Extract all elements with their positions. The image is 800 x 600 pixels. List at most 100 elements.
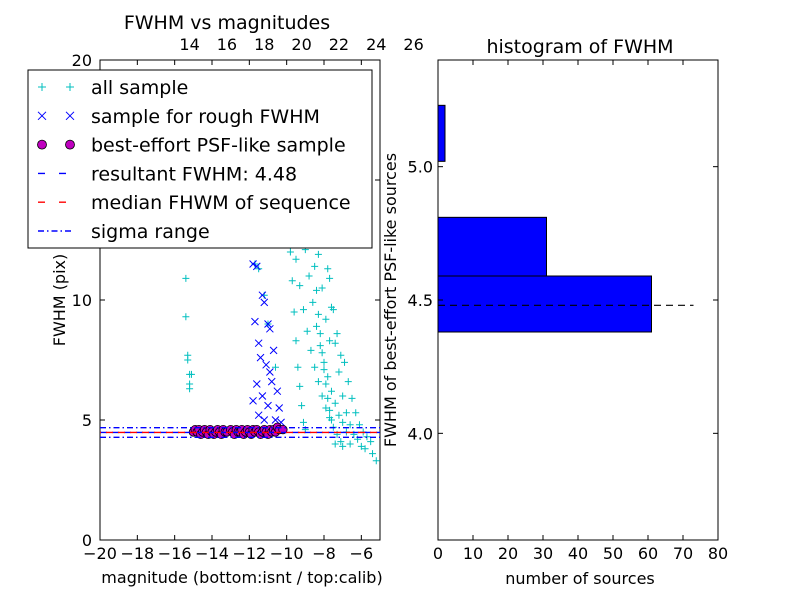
legend-label: sigma range xyxy=(91,221,210,243)
left-top-x-ticks: 14 16 18 20 22 24 26 xyxy=(179,35,423,54)
right-chart-title: histogram of FWHM xyxy=(486,36,673,58)
all-sample-point xyxy=(324,394,332,402)
right-y-tick-label: 4.0 xyxy=(408,424,433,443)
legend-label: best-effort PSF-like sample xyxy=(91,135,346,157)
rough-fwhm-sample-point xyxy=(262,360,270,369)
rough-fwhm-sample-point xyxy=(273,387,282,396)
legend-items: all sample sample for rough FWHM best-effo… xyxy=(37,77,351,243)
histogram-bar xyxy=(437,275,652,333)
all-sample-point xyxy=(296,382,304,390)
left-top-x-tick-label: 18 xyxy=(254,35,274,54)
right-y-axis-label: FWHM of best-effort PSF-like sources xyxy=(381,153,400,447)
rough-fwhm-sample-point xyxy=(264,401,272,410)
all-sample-point xyxy=(320,358,328,366)
rough-fwhm-sample-point xyxy=(258,291,267,300)
right-x-tick-label: 10 xyxy=(463,544,483,563)
all-sample-point xyxy=(286,248,294,256)
legend-circle-marker xyxy=(37,139,47,150)
left-x-tick-label: −12 xyxy=(232,544,266,563)
legend-label: median FHWM of sequence xyxy=(91,192,351,214)
all-sample-point xyxy=(361,445,369,453)
all-sample-point xyxy=(344,378,352,386)
all-sample-point xyxy=(346,421,354,429)
rough-fwhm-sample-point xyxy=(271,416,280,424)
legend-box xyxy=(27,69,373,249)
all-sample-point xyxy=(309,298,317,306)
all-sample-point xyxy=(294,363,302,371)
legend-x-marker xyxy=(65,111,75,121)
all-sample-point xyxy=(292,255,300,263)
all-sample-point xyxy=(320,366,328,374)
all-sample-point xyxy=(290,308,298,316)
all-sample-point xyxy=(311,262,319,270)
histogram-bar xyxy=(437,104,446,162)
all-sample-point xyxy=(342,409,350,417)
legend-x-marker xyxy=(37,111,47,121)
rough-fwhm-sample-point xyxy=(264,320,272,328)
all-sample-point xyxy=(369,450,377,458)
all-sample-point xyxy=(318,349,326,357)
left-reference-lines xyxy=(100,426,380,438)
all-sample-point xyxy=(271,363,279,371)
all-sample-point xyxy=(184,356,192,364)
all-sample-point xyxy=(296,282,304,290)
right-x-tick-label: 30 xyxy=(533,544,553,563)
left-x-tick-label: −16 xyxy=(158,544,192,563)
right-x-tick-label: 40 xyxy=(568,544,588,563)
fwhm-histogram-plot: 0 10 20 30 40 50 60 70 80 4.0 4.5 5.0 histogram of… xyxy=(381,36,728,588)
rough-fwhm-sample-point xyxy=(267,377,276,386)
legend-plus-marker xyxy=(38,83,46,91)
left-y-axis-label: FWHM (pix) xyxy=(50,254,69,347)
all-sample-point xyxy=(331,339,339,347)
right-x-tick-label: 70 xyxy=(673,544,693,563)
histogram-bars xyxy=(437,104,652,333)
histogram-bar xyxy=(437,216,547,277)
rough-fwhm-sample-point xyxy=(254,411,263,420)
rough-fwhm-sample-point xyxy=(254,339,263,348)
left-bottom-x-ticks: −20 −18 −16 −14 −12 −10 −8 −6 xyxy=(83,60,373,563)
all-sample-point xyxy=(337,438,345,446)
right-x-tick-label: 60 xyxy=(638,544,658,563)
left-x-axis-label: magnitude (bottom:isnt / top:calib) xyxy=(101,568,382,587)
right-x-tick-label: 0 xyxy=(433,544,443,563)
all-sample-point xyxy=(367,438,375,446)
all-sample-point xyxy=(292,337,300,345)
right-x-axis-label: number of sources xyxy=(505,569,655,588)
right-x-tick-label: 20 xyxy=(498,544,518,563)
left-y-tick-label: 0 xyxy=(82,531,92,550)
all-sample-point xyxy=(326,406,334,414)
all-sample-point xyxy=(298,402,306,410)
right-x-ticks: 0 10 20 30 40 50 60 70 80 xyxy=(433,60,728,563)
all-sample-point xyxy=(322,315,330,323)
all-sample-point xyxy=(313,286,321,294)
legend-label: sample for rough FWHM xyxy=(91,106,320,128)
rough-fwhm-sample-point xyxy=(269,346,278,355)
all-sample-point xyxy=(313,322,321,330)
all-sample-point xyxy=(187,370,195,378)
legend: all sample sample for rough FWHM best-effo… xyxy=(27,69,373,249)
left-top-x-tick-label: 24 xyxy=(366,35,386,54)
rough-fwhm-sample-point xyxy=(256,353,265,362)
all-sample-point xyxy=(341,358,349,366)
all-sample-point xyxy=(318,392,326,400)
rough-fwhm-sample-point xyxy=(249,396,257,405)
all-sample-point xyxy=(303,327,311,335)
all-sample-point xyxy=(182,274,190,282)
all-sample-point xyxy=(314,250,322,258)
legend-plus-marker xyxy=(66,83,74,91)
rough-fwhm-sample-point xyxy=(252,380,261,388)
rough-fwhm-sample-point xyxy=(275,404,284,412)
all-sample-point xyxy=(331,399,339,407)
all-sample-point xyxy=(324,265,332,273)
all-sample-point xyxy=(357,442,365,450)
left-x-tick-label: −18 xyxy=(120,544,154,563)
all-sample-point xyxy=(316,330,324,338)
right-y-tick-label: 4.5 xyxy=(408,291,433,310)
left-y-tick-label: 20 xyxy=(72,51,92,70)
all-sample-point xyxy=(339,442,347,450)
rough-fwhm-sample-point xyxy=(249,260,257,268)
left-top-x-tick-label: 26 xyxy=(403,35,423,54)
all-sample-point xyxy=(305,272,313,280)
left-top-x-tick-label: 22 xyxy=(329,35,349,54)
